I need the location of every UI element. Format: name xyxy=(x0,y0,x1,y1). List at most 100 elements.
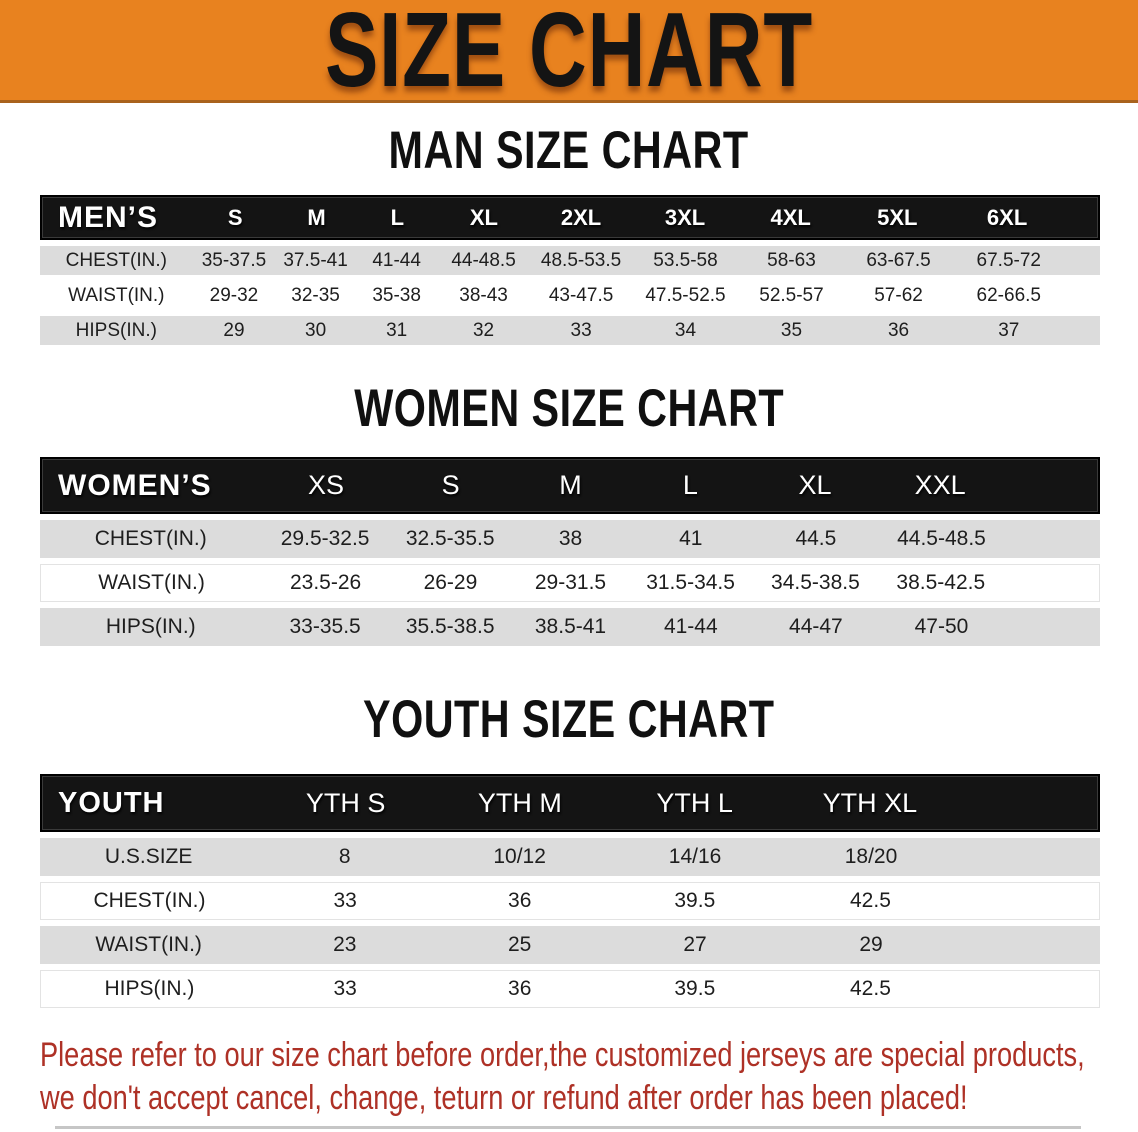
row-label: HIPS(IN.) xyxy=(105,615,196,638)
table-cell: 39.5 xyxy=(674,977,716,1000)
table-cell: 29-32 xyxy=(209,284,259,306)
table-cell: 18/20 xyxy=(844,845,898,868)
spacer xyxy=(1065,260,1100,261)
table-cell: 43-47.5 xyxy=(548,284,614,306)
men-section-heading: MAN SIZE CHART xyxy=(0,119,1138,180)
row-label: HIPS(IN.) xyxy=(75,319,157,341)
men-size-col-3xl: 3XL xyxy=(664,204,706,230)
men-hips-row: HIPS(IN.) 29 30 31 32 33 34 35 36 37 xyxy=(40,316,1100,345)
men-size-col-5xl: 5XL xyxy=(877,204,918,230)
table-cell: 67.5-72 xyxy=(976,249,1041,271)
table-cell: 52.5-57 xyxy=(759,284,824,306)
table-cell: 47-50 xyxy=(914,615,969,638)
table-cell: 14/16 xyxy=(668,845,722,868)
youth-size-col-s: YTH S xyxy=(305,787,386,818)
spacer xyxy=(958,901,1099,902)
men-chest-row: CHEST(IN.) 35-37.5 37.5-41 41-44 44-48.5… xyxy=(40,246,1100,275)
row-label: CHEST(IN.) xyxy=(93,889,206,912)
men-size-col-xl: XL xyxy=(469,204,498,230)
table-cell: 42.5 xyxy=(850,977,891,1000)
spacer xyxy=(1003,583,1099,584)
youth-section-heading-text: YOUTH SIZE CHART xyxy=(363,688,775,749)
table-cell: 38.5-42.5 xyxy=(896,571,986,594)
men-table-header-row: MEN’S S M L XL 2XL 3XL 4XL 5XL 6XL xyxy=(40,195,1100,240)
row-label: CHEST(IN.) xyxy=(65,249,167,271)
youth-size-col-l: YTH L xyxy=(656,787,733,818)
women-group-label: WOMEN’S xyxy=(58,468,212,502)
women-section-heading-text: WOMEN SIZE CHART xyxy=(354,377,784,438)
men-size-col-l: L xyxy=(390,204,405,230)
men-size-col-s: S xyxy=(227,204,243,230)
table-cell: 29.5-32.5 xyxy=(280,527,370,550)
table-cell: 36 xyxy=(508,889,532,912)
spacer xyxy=(959,945,1100,946)
table-cell: 23.5-26 xyxy=(289,571,362,594)
table-cell: 35-38 xyxy=(372,284,421,306)
size-chart-banner: SIZE CHART xyxy=(0,0,1138,109)
women-size-col-xl: XL xyxy=(798,470,832,500)
youth-ussize-row: U.S.SIZE 8 10/12 14/16 18/20 xyxy=(40,838,1100,876)
spacer xyxy=(958,989,1099,990)
spacer xyxy=(1063,217,1098,218)
table-cell: 58-63 xyxy=(767,249,816,271)
spacer xyxy=(1003,539,1100,540)
table-cell: 36 xyxy=(508,977,532,1000)
table-cell: 38 xyxy=(558,527,583,550)
disclaimer: Please refer to our size chart before or… xyxy=(40,1034,1138,1120)
table-cell: 35 xyxy=(780,319,803,341)
table-cell: 33 xyxy=(570,319,592,341)
table-cell: 25 xyxy=(507,933,532,956)
women-chest-row: CHEST(IN.) 29.5-32.5 32.5-35.5 38 41 44.… xyxy=(40,520,1100,558)
table-cell: 23 xyxy=(333,933,357,956)
table-cell: 62-66.5 xyxy=(976,284,1041,306)
men-size-col-6xl: 6XL xyxy=(986,204,1028,230)
table-cell: 33 xyxy=(333,977,357,1000)
table-cell: 31.5-34.5 xyxy=(646,571,735,594)
table-cell: 41-44 xyxy=(372,249,421,271)
table-cell: 57-62 xyxy=(874,284,923,306)
table-cell: 34.5-38.5 xyxy=(771,571,860,594)
table-cell: 44.5 xyxy=(795,527,837,550)
table-cell: 38-43 xyxy=(459,284,508,306)
table-cell: 35.5-38.5 xyxy=(405,615,495,638)
table-cell: 39.5 xyxy=(674,889,716,912)
table-cell: 29-31.5 xyxy=(534,571,607,594)
banner-title: SIZE CHART xyxy=(325,0,813,109)
men-section-heading-text: MAN SIZE CHART xyxy=(388,119,750,180)
row-label: WAIST(IN.) xyxy=(95,933,202,956)
table-cell: 41 xyxy=(679,527,703,550)
women-section-heading: WOMEN SIZE CHART xyxy=(0,377,1138,438)
table-cell: 37 xyxy=(998,319,1020,341)
table-cell: 36 xyxy=(887,319,910,341)
men-size-col-4xl: 4XL xyxy=(770,204,811,230)
women-table-header-row: WOMEN’S XS S M L XL XXL xyxy=(40,457,1100,514)
table-cell: 31 xyxy=(386,319,408,341)
table-cell: 27 xyxy=(683,933,707,956)
women-waist-row: WAIST(IN.) 23.5-26 26-29 29-31.5 31.5-34… xyxy=(40,564,1100,602)
table-cell: 8 xyxy=(338,845,351,868)
women-size-col-s: S xyxy=(441,470,460,500)
table-cell: 26-29 xyxy=(423,571,478,594)
table-cell: 42.5 xyxy=(850,889,891,912)
youth-section-heading: YOUTH SIZE CHART xyxy=(0,688,1138,749)
table-cell: 44-48.5 xyxy=(451,249,516,271)
table-cell: 63-67.5 xyxy=(866,249,931,271)
youth-chest-row: CHEST(IN.) 33 36 39.5 42.5 xyxy=(40,882,1100,920)
row-label: CHEST(IN.) xyxy=(94,527,207,550)
table-cell: 29 xyxy=(223,319,245,341)
women-size-col-xxl: XXL xyxy=(914,470,966,500)
row-label: WAIST(IN.) xyxy=(98,571,205,594)
men-size-col-2xl: 2XL xyxy=(560,204,602,230)
disclaimer-line-1: Please refer to our size chart before or… xyxy=(40,1036,1085,1074)
table-cell: 32.5-35.5 xyxy=(405,527,495,550)
table-cell: 33-35.5 xyxy=(289,615,361,638)
row-label: U.S.SIZE xyxy=(104,845,193,868)
youth-table-header-row: YOUTH YTH S YTH M YTH L YTH XL xyxy=(40,774,1100,832)
spacer xyxy=(1065,295,1100,296)
row-label: WAIST(IN.) xyxy=(68,284,165,306)
youth-waist-row: WAIST(IN.) 23 25 27 29 xyxy=(40,926,1100,964)
table-cell: 53.5-58 xyxy=(653,249,718,271)
table-cell: 41-44 xyxy=(663,615,718,638)
table-cell: 32 xyxy=(472,319,495,341)
table-cell: 47.5-52.5 xyxy=(645,284,726,306)
